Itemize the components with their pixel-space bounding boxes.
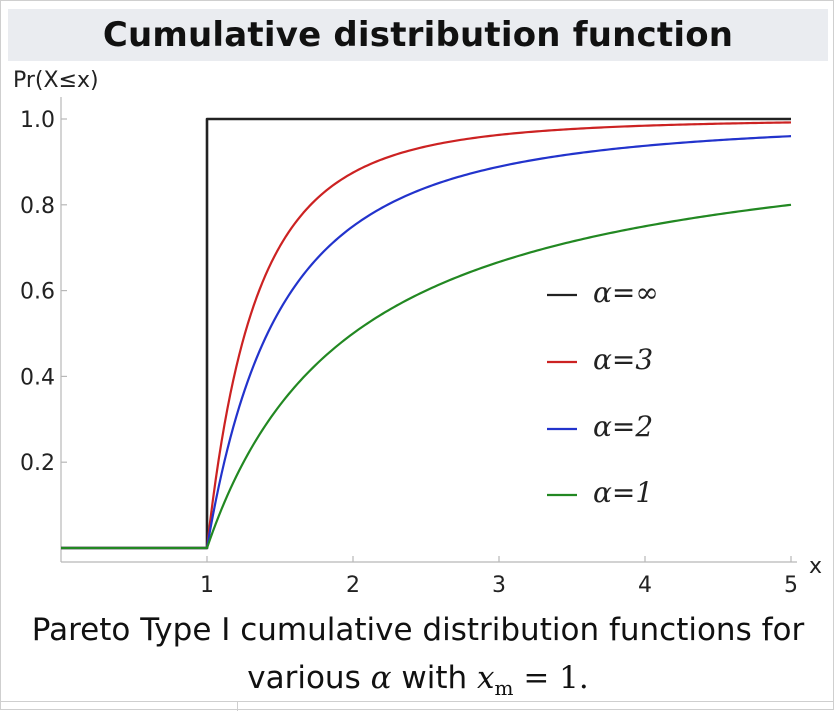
bottom-divider-tick xyxy=(237,701,238,711)
series-line-alpha-inf xyxy=(61,117,791,550)
bottom-divider xyxy=(1,701,834,702)
x-tick-label: 3 xyxy=(492,573,506,598)
cdf-chart: 0.2 0.4 0.6 0.8 1.0 1 2 3 4 5 Pr(X≤x) x α=∞ α=3 α=2 α=1 xyxy=(13,68,822,598)
caption-alpha: α xyxy=(370,660,392,696)
series-line-alpha-1 xyxy=(61,203,792,550)
y-tick-label: 0.6 xyxy=(20,280,55,305)
legend-label: α=∞ xyxy=(593,276,659,309)
plot-area: 0.2 0.4 0.6 0.8 1.0 1 2 3 4 5 Pr(X≤x) x α=∞ α=3 α=2 α=1 xyxy=(1,61,834,606)
figure-caption: Pareto Type I cumulative distribution fu… xyxy=(1,606,834,712)
title-bar: Cumulative distribution function xyxy=(8,9,828,61)
caption-subscript: m xyxy=(494,676,514,701)
x-tick-label: 4 xyxy=(638,573,652,598)
y-tick-label: 0.8 xyxy=(20,194,55,219)
x-tick-label: 2 xyxy=(346,573,360,598)
caption-various: various xyxy=(247,660,361,696)
series-line-alpha-2 xyxy=(61,135,792,550)
legend-label: α=2 xyxy=(593,410,653,443)
caption-with: with xyxy=(401,660,468,696)
chart-title: Cumulative distribution function xyxy=(102,15,734,55)
y-tick-label: 0.2 xyxy=(20,451,55,476)
caption-line-2: various α with xm = 1. xyxy=(1,654,834,712)
y-axis-label: Pr(X≤x) xyxy=(13,68,99,93)
caption-x: x xyxy=(477,660,495,696)
caption-equals: = 1. xyxy=(523,660,589,696)
x-tick-label: 5 xyxy=(784,573,798,598)
legend-label: α=3 xyxy=(593,343,653,376)
x-tick-label: 1 xyxy=(200,573,214,598)
legend-label: α=1 xyxy=(593,476,653,509)
y-tick-label: 1.0 xyxy=(20,108,55,133)
series-line-alpha-3 xyxy=(61,121,792,550)
caption-line-1: Pareto Type I cumulative distribution fu… xyxy=(31,612,805,648)
x-axis-label: x xyxy=(809,554,822,579)
y-tick-label: 0.4 xyxy=(20,365,55,390)
